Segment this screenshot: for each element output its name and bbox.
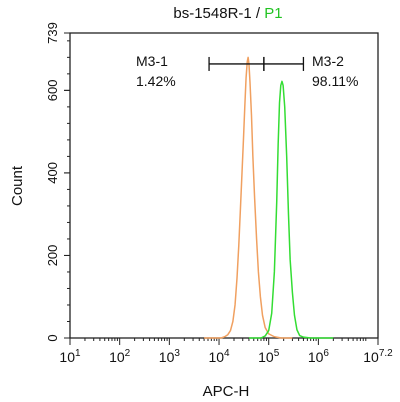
y-tick-label: 400: [45, 162, 60, 184]
x-axis-label: APC-H: [203, 383, 250, 400]
gate-percent: 1.42%: [136, 73, 176, 89]
x-tick-label: 101: [59, 348, 81, 365]
title-main: bs-1548R-1 /: [173, 5, 264, 22]
y-tick-label: 600: [45, 80, 60, 102]
y-axis: 0 200 400 600 739: [45, 22, 70, 342]
y-axis-label: Count: [9, 165, 26, 206]
plot-frame: [69, 32, 379, 339]
x-axis: 101 102 103 104 105 106 107.2: [59, 338, 393, 365]
x-tick-label: 103: [159, 348, 181, 365]
gate-label: M3-1: [136, 53, 168, 69]
chart-title: bs-1548R-1 / P1: [173, 5, 282, 22]
histogram-series-1: [204, 56, 293, 339]
title-accent: P1: [264, 5, 282, 22]
y-tick-label: 739: [45, 22, 60, 44]
x-tick-label: 104: [208, 348, 230, 365]
series-layer: [204, 56, 334, 339]
y-tick-label: 200: [45, 245, 60, 267]
gate-percent: 98.11%: [312, 73, 358, 89]
gate-label: M3-2: [312, 53, 344, 69]
x-tick-label: 106: [308, 348, 330, 365]
plot-border: [69, 32, 379, 339]
x-tick-label: 105: [258, 348, 280, 365]
histogram-series-2: [248, 80, 334, 339]
gates-layer: M3-1 1.42% M3-2 98.11%: [136, 53, 358, 89]
x-tick-label: 102: [109, 348, 131, 365]
x-tick-label: 107.2: [363, 348, 393, 365]
y-tick-label: 0: [45, 334, 60, 341]
